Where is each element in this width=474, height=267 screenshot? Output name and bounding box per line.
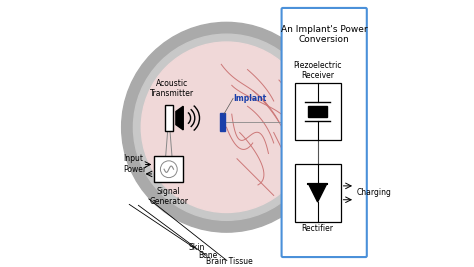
Text: Implant: Implant [233, 94, 266, 103]
Text: Input
Power: Input Power [123, 154, 146, 174]
Text: An Implant's Power
Conversion: An Implant's Power Conversion [281, 25, 367, 44]
Bar [220, 113, 225, 131]
FancyBboxPatch shape [282, 8, 367, 257]
Text: Charging: Charging [356, 188, 391, 197]
Text: Skin: Skin [188, 244, 205, 253]
Circle shape [141, 42, 312, 213]
Polygon shape [309, 184, 327, 202]
Bar [165, 105, 173, 131]
Polygon shape [176, 106, 183, 130]
Text: Rectifier: Rectifier [301, 224, 334, 233]
Bar [308, 106, 328, 117]
Bar [295, 164, 341, 222]
Text: Acoustic
Transmitter: Acoustic Transmitter [150, 79, 194, 99]
Text: Brain Tissue: Brain Tissue [206, 257, 253, 266]
Text: Bone: Bone [199, 251, 218, 260]
Text: Signal
Generator: Signal Generator [149, 187, 188, 206]
Bar [155, 156, 183, 182]
Circle shape [133, 34, 319, 220]
Bar [295, 83, 341, 140]
Text: Piezoelectric
Receiver: Piezoelectric Receiver [293, 61, 342, 80]
Circle shape [122, 22, 331, 232]
